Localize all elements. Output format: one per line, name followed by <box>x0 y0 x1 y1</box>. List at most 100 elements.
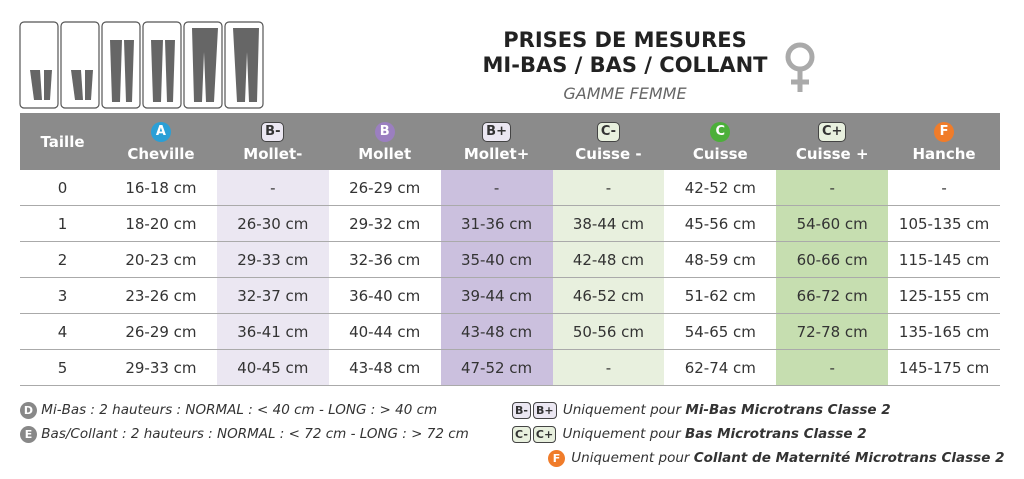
cell: 2 <box>20 241 105 278</box>
cell: 29-33 cm <box>216 241 329 278</box>
cell: 29-33 cm <box>105 349 217 386</box>
note-prefix: Uniquement pour <box>571 450 690 466</box>
cell: 26-29 cm <box>105 313 217 350</box>
row: 3 23-26 cm 32-37 cm 36-40 cm 39-44 cm 46-52 c… <box>20 277 1000 314</box>
note-prefix: Uniquement pour <box>562 426 681 442</box>
column-name: Cheville <box>127 144 195 163</box>
cell: 4 <box>20 313 105 350</box>
header-cell: B+ Mollet+ <box>440 113 553 170</box>
cell: 42-48 cm <box>552 241 665 278</box>
note-badge: C- <box>512 425 531 443</box>
cell: 5 <box>20 349 105 386</box>
cell: - <box>440 170 553 206</box>
cell: 29-32 cm <box>328 205 441 242</box>
title-line: MI-BAS / BAS / COLLANT <box>482 53 768 77</box>
cell: 35-40 cm <box>440 241 553 278</box>
cell: 1 <box>20 205 105 242</box>
cell: 45-56 cm <box>664 205 777 242</box>
header-cell: C- Cuisse - <box>552 113 665 170</box>
cell: 51-62 cm <box>664 277 777 314</box>
note: D Mi-Bas : 2 hauteurs : NORMAL : < 40 cm… <box>20 398 469 422</box>
cell: 26-29 cm <box>328 170 441 206</box>
note-text: Mi-Bas : 2 hauteurs : NORMAL : < 40 cm -… <box>41 402 438 418</box>
cell: - <box>776 349 889 386</box>
column-name: Mollet- <box>243 144 303 163</box>
cell: 18-20 cm <box>105 205 217 242</box>
cell: 16-18 cm <box>105 170 217 206</box>
row: 4 26-29 cm 36-41 cm 40-44 cm 43-48 cm 50-56 c… <box>20 313 1000 350</box>
badge: F <box>934 121 955 142</box>
note-badge: F <box>548 449 565 467</box>
column-name: Hanche <box>912 144 976 163</box>
header-cell: B- Mollet- <box>216 113 329 170</box>
subtitle: GAMME FEMME <box>563 84 687 103</box>
cell: 54-60 cm <box>776 205 889 242</box>
cell: 38-44 cm <box>552 205 665 242</box>
row: 0 16-18 cm -26-29 cm - -42-52 cm - - <box>20 170 1000 206</box>
badge: B- <box>261 121 285 142</box>
row: 2 20-23 cm 29-33 cm 32-36 cm 35-40 cm 42-48 c… <box>20 241 1000 278</box>
cell: - <box>888 170 1000 206</box>
note-badge: B- <box>512 401 531 419</box>
note: C- C+ Uniquement pour Bas Microtrans Clas… <box>512 422 1004 446</box>
cell: 145-175 cm <box>888 349 1000 386</box>
badge: C <box>710 121 731 142</box>
badge: B+ <box>482 121 511 142</box>
cell: - <box>552 349 665 386</box>
row: 5 29-33 cm 40-45 cm 43-48 cm 47-52 cm -62-74 … <box>20 349 1000 386</box>
note-badge: C+ <box>532 425 557 443</box>
column-name: Cuisse + <box>795 144 869 163</box>
cell: 46-52 cm <box>552 277 665 314</box>
cell: 125-155 cm <box>888 277 1000 314</box>
badge: C- <box>596 121 621 142</box>
badge: C+ <box>817 121 847 142</box>
cell: 43-48 cm <box>440 313 553 350</box>
note: E Bas/Collant : 2 hauteurs : NORMAL : < … <box>20 422 469 446</box>
cell: - <box>216 170 329 206</box>
cell: 72-78 cm <box>776 313 889 350</box>
cell: 3 <box>20 277 105 314</box>
cell: 32-37 cm <box>216 277 329 314</box>
column-name: Cuisse <box>692 144 748 163</box>
cell: 40-45 cm <box>216 349 329 386</box>
cell: 47-52 cm <box>440 349 553 386</box>
size-table: Taille A Cheville B- Mollet- B Mollet B+ Mollet+… <box>20 113 1000 386</box>
badge: B <box>374 121 395 142</box>
cell: 36-41 cm <box>216 313 329 350</box>
note-badge: D <box>20 401 37 419</box>
cell: 32-36 cm <box>328 241 441 278</box>
header-cell: Taille <box>20 113 105 170</box>
note: F Uniquement pour Collant de Maternité M… <box>548 446 1004 470</box>
title: PRISES DE MESURES MI-BAS / BAS / COLLANT <box>430 28 820 78</box>
title-line: PRISES DE MESURES <box>503 28 747 52</box>
cell: - <box>552 170 665 206</box>
note-badge: B+ <box>532 401 557 419</box>
notes-left: D Mi-Bas : 2 hauteurs : NORMAL : < 40 cm… <box>20 398 469 446</box>
cell: 62-74 cm <box>664 349 777 386</box>
header-cell: C Cuisse <box>664 113 777 170</box>
header-cell: B Mollet <box>328 113 441 170</box>
cell: - <box>776 170 889 206</box>
cell: 48-59 cm <box>664 241 777 278</box>
female-symbol <box>785 42 815 92</box>
note: B- B+ Uniquement pour Mi-Bas Microtrans C… <box>512 398 1004 422</box>
leg-icons <box>19 21 264 109</box>
cell: 60-66 cm <box>776 241 889 278</box>
cell: 39-44 cm <box>440 277 553 314</box>
note-product: Collant de Maternité Microtrans Classe 2 <box>693 450 1005 466</box>
cell: 105-135 cm <box>888 205 1000 242</box>
note-badge: E <box>20 425 37 443</box>
note-text: Bas/Collant : 2 hauteurs : NORMAL : < 72… <box>41 426 469 442</box>
cell: 50-56 cm <box>552 313 665 350</box>
notes-right: B- B+ Uniquement pour Mi-Bas Microtrans C… <box>512 398 1004 470</box>
header-cell: F Hanche <box>888 113 1000 170</box>
cell: 66-72 cm <box>776 277 889 314</box>
note-product: Bas Microtrans Classe 2 <box>684 426 867 442</box>
cell: 23-26 cm <box>105 277 217 314</box>
note-prefix: Uniquement pour <box>562 402 682 418</box>
header-cell: C+ Cuisse + <box>776 113 889 170</box>
column-name: Cuisse - <box>575 144 642 163</box>
column-name: Mollet <box>358 144 412 163</box>
cell: 115-145 cm <box>888 241 1000 278</box>
cell: 36-40 cm <box>328 277 441 314</box>
